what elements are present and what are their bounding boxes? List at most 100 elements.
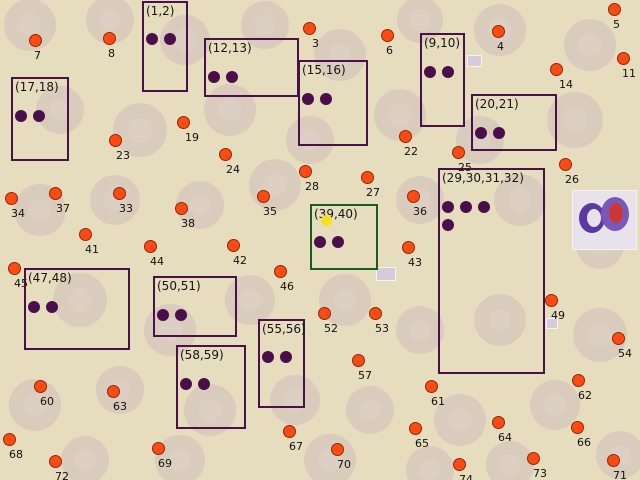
point-label: 3: [312, 37, 319, 50]
point-marker[interactable]: [425, 380, 438, 393]
point-marker[interactable]: [318, 307, 331, 320]
point-label: 19: [185, 131, 199, 144]
point-label: 53: [375, 322, 389, 335]
group-box-50-51[interactable]: (50,51): [153, 276, 237, 337]
point-label: 28: [305, 180, 319, 193]
point-label: 24: [226, 163, 240, 176]
point-marker[interactable]: [274, 265, 287, 278]
point-marker[interactable]: [5, 192, 18, 205]
point-label: 33: [119, 202, 133, 215]
group-box-1-2[interactable]: (1,2): [142, 1, 188, 92]
point-marker[interactable]: [409, 422, 422, 435]
point-marker[interactable]: [257, 190, 270, 203]
point-marker[interactable]: [545, 294, 558, 307]
point-label: 5: [613, 18, 620, 31]
group-member-dot: [198, 378, 210, 390]
group-member-dot: [164, 33, 176, 45]
point-label: 37: [56, 202, 70, 215]
point-marker[interactable]: [49, 187, 62, 200]
point-label: 70: [337, 458, 351, 471]
point-marker[interactable]: [617, 52, 630, 65]
point-marker[interactable]: [407, 190, 420, 203]
point-marker[interactable]: [107, 385, 120, 398]
group-label: (29,30,31,32): [442, 171, 524, 185]
group-box-12-13[interactable]: (12,13): [204, 38, 299, 97]
point-marker[interactable]: [452, 146, 465, 159]
point-marker[interactable]: [79, 228, 92, 241]
point-marker[interactable]: [571, 421, 584, 434]
group-member-dot: [442, 219, 454, 231]
point-marker[interactable]: [219, 148, 232, 161]
point-label: 41: [85, 243, 99, 256]
point-marker[interactable]: [103, 32, 116, 45]
point-marker[interactable]: [607, 454, 620, 467]
point-label: 54: [618, 347, 632, 360]
point-marker[interactable]: [227, 239, 240, 252]
group-member-dot: [332, 236, 344, 248]
point-marker[interactable]: [527, 452, 540, 465]
group-box-58-59[interactable]: (58,59): [176, 345, 246, 429]
group-box-17-18[interactable]: (17,18): [11, 77, 69, 161]
point-marker[interactable]: [34, 380, 47, 393]
point-label: 72: [55, 470, 69, 480]
point-marker[interactable]: [492, 416, 505, 429]
point-marker[interactable]: [299, 165, 312, 178]
point-label: 44: [150, 255, 164, 268]
thumbnail-small-1: [467, 55, 482, 67]
group-member-dot: [262, 351, 274, 363]
group-label: (50,51): [157, 279, 201, 293]
group-box-47-48[interactable]: (47,48): [24, 268, 130, 350]
thumbnail-small-2: [376, 267, 396, 281]
group-box-29-32[interactable]: (29,30,31,32): [438, 168, 545, 374]
point-marker[interactable]: [399, 130, 412, 143]
point-marker[interactable]: [29, 34, 42, 47]
point-label: 11: [622, 67, 636, 80]
group-label: (15,16): [302, 63, 346, 77]
point-label: 49: [551, 309, 565, 322]
group-box-55-56[interactable]: (55,56): [258, 319, 306, 408]
point-marker[interactable]: [303, 22, 316, 35]
point-marker[interactable]: [8, 262, 21, 275]
group-member-dot: [302, 93, 314, 105]
point-marker[interactable]: [453, 458, 466, 471]
point-marker[interactable]: [49, 455, 62, 468]
point-marker[interactable]: [361, 171, 374, 184]
point-marker[interactable]: [177, 116, 190, 129]
group-box-9-10[interactable]: (9,10): [420, 33, 465, 127]
group-box-15-16[interactable]: (15,16): [298, 60, 368, 146]
point-marker[interactable]: [402, 241, 415, 254]
group-member-dot: [475, 127, 487, 139]
point-marker[interactable]: [612, 332, 625, 345]
point-marker[interactable]: [144, 240, 157, 253]
group-member-dot: [460, 201, 472, 213]
point-label: 26: [565, 173, 579, 186]
point-marker[interactable]: [492, 25, 505, 38]
group-member-dot: [442, 201, 454, 213]
point-marker[interactable]: [109, 134, 122, 147]
group-label: (9,10): [424, 36, 461, 50]
point-marker[interactable]: [550, 63, 563, 76]
group-label: (55,56): [262, 322, 306, 336]
point-marker[interactable]: [608, 3, 621, 16]
point-label: 34: [11, 207, 25, 220]
point-marker[interactable]: [559, 158, 572, 171]
point-marker[interactable]: [331, 443, 344, 456]
group-member-dot: [280, 351, 292, 363]
point-marker[interactable]: [283, 425, 296, 438]
group-box-20-21[interactable]: (20,21): [471, 94, 557, 151]
point-label: 68: [9, 448, 23, 461]
point-marker[interactable]: [152, 442, 165, 455]
point-marker[interactable]: [369, 307, 382, 320]
point-marker[interactable]: [3, 433, 16, 446]
group-member-dot: [46, 301, 58, 313]
point-marker[interactable]: [175, 202, 188, 215]
point-marker[interactable]: [113, 187, 126, 200]
group-member-dot: [314, 236, 326, 248]
point-label: 43: [408, 256, 422, 269]
point-marker[interactable]: [572, 374, 585, 387]
point-marker[interactable]: [352, 354, 365, 367]
point-marker[interactable]: [381, 29, 394, 42]
point-label: 74: [459, 473, 473, 480]
group-member-dot: [33, 110, 45, 122]
